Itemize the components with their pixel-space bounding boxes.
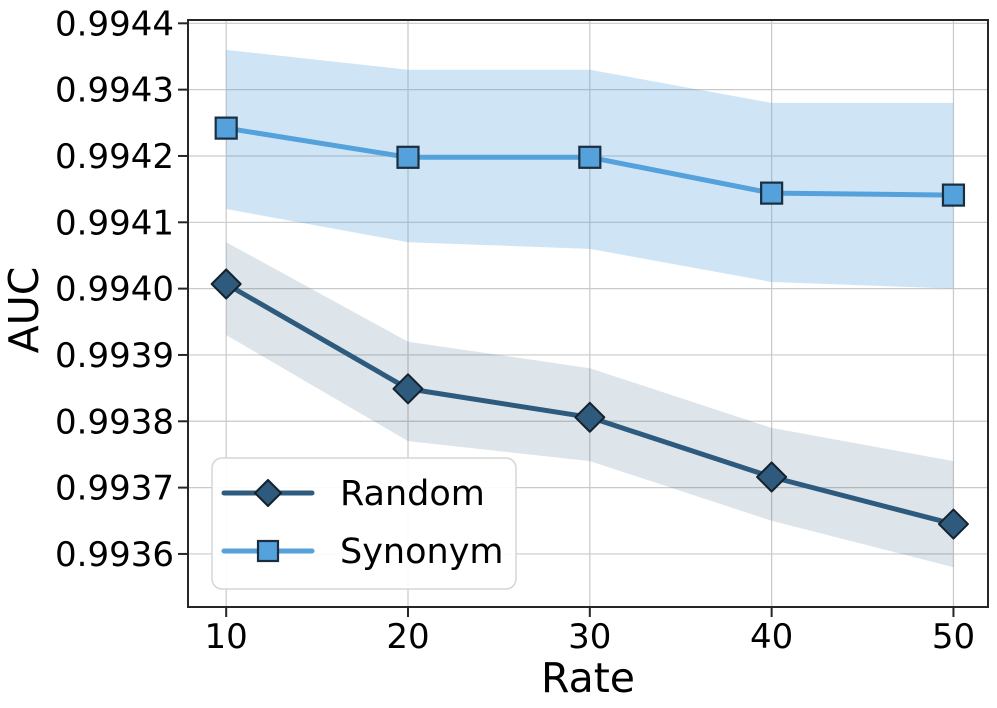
series-markers-layer bbox=[210, 116, 969, 540]
marker-random-30 bbox=[574, 401, 606, 433]
legend-marker-synonym bbox=[256, 539, 280, 563]
marker-synonym-40 bbox=[760, 181, 784, 205]
y-tick-label-0.9944: 0.9944 bbox=[55, 4, 174, 44]
marker-synonym-20 bbox=[396, 145, 420, 169]
marker-synonym-50 bbox=[941, 183, 966, 207]
y-tick-label-0.9941: 0.9941 bbox=[55, 203, 174, 243]
legend: Random Synonym bbox=[211, 457, 517, 590]
y-tick-label-0.9943: 0.9943 bbox=[55, 71, 174, 111]
y-tick-label-0.9942: 0.9942 bbox=[55, 137, 174, 177]
x-tick-label-40: 40 bbox=[750, 617, 793, 657]
marker-random-10 bbox=[210, 268, 242, 300]
x-tick-label-10: 10 bbox=[205, 617, 248, 657]
marker-random-50 bbox=[937, 508, 969, 540]
legend-marker-random bbox=[254, 479, 282, 507]
marker-random-20 bbox=[392, 373, 424, 405]
y-tick-label-0.9937: 0.9937 bbox=[55, 469, 174, 509]
x-axis-label: Rate bbox=[541, 654, 635, 702]
plot-border bbox=[187, 19, 989, 608]
x-tick-label-50: 50 bbox=[932, 617, 975, 657]
confidence-band-synonym bbox=[226, 49, 954, 289]
y-tick-label-0.9936: 0.9936 bbox=[55, 535, 174, 575]
legend-label-synonym: Synonym bbox=[340, 532, 504, 572]
x-tick-label-20: 20 bbox=[386, 617, 429, 657]
legend-label-random: Random bbox=[340, 474, 485, 514]
y-axis-label: AUC bbox=[0, 267, 48, 354]
marker-random-40 bbox=[756, 461, 788, 493]
y-tick-label-0.9939: 0.9939 bbox=[55, 336, 174, 376]
marker-synonym-10 bbox=[214, 116, 238, 140]
y-tick-label-0.9940: 0.9940 bbox=[55, 270, 174, 310]
y-tick-label-0.9938: 0.9938 bbox=[55, 402, 174, 442]
marker-synonym-30 bbox=[578, 145, 602, 169]
axes-layer: 10 20 30 40 50 0.9936 0.9937 0.9938 0.9939 0.9940… bbox=[55, 4, 989, 657]
x-tick-label-30: 30 bbox=[568, 617, 611, 657]
